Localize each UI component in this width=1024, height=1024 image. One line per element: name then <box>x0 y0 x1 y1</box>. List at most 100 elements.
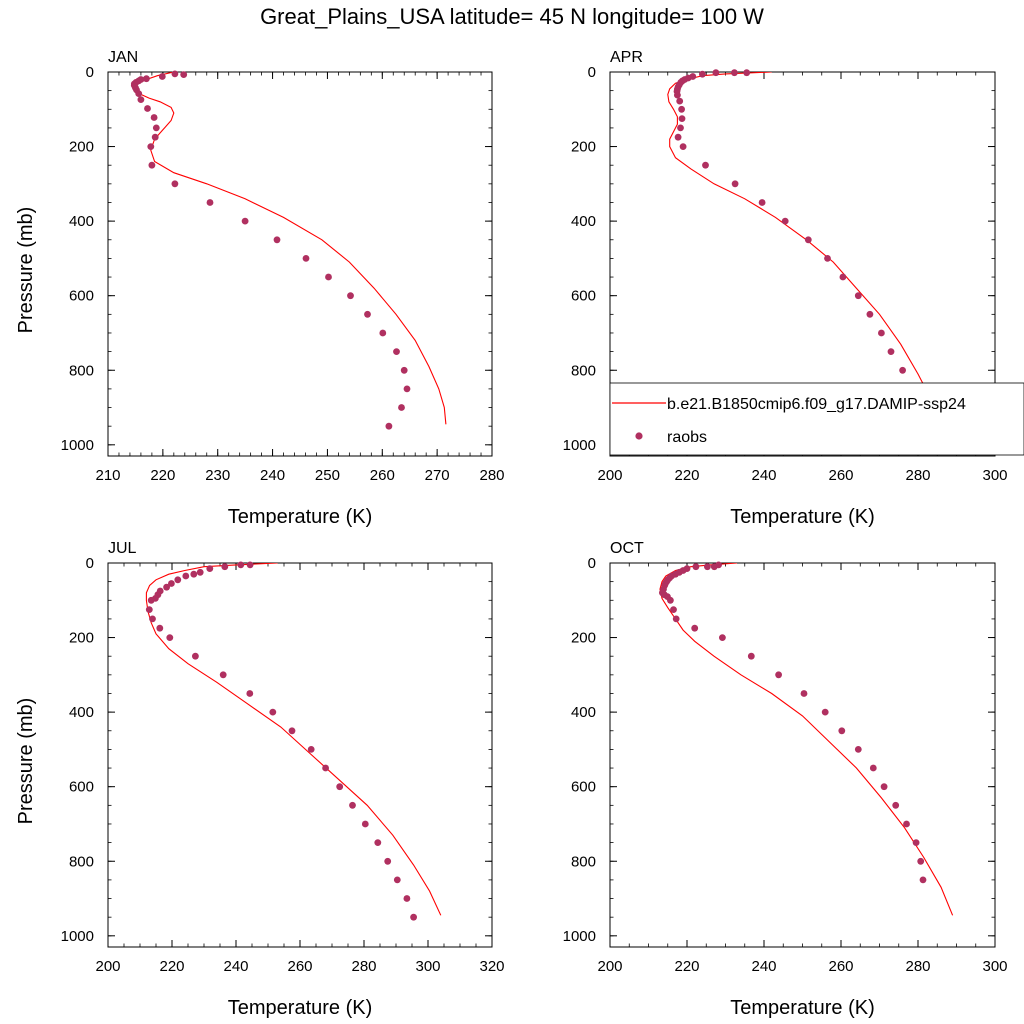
obs-point <box>838 727 846 735</box>
obs-point <box>887 348 895 355</box>
y-tick-label: 200 <box>69 139 94 156</box>
obs-point <box>156 624 164 632</box>
y-tick-label: 800 <box>69 362 94 379</box>
obs-point <box>676 97 684 105</box>
obs-point <box>403 385 411 393</box>
obs-point <box>800 690 808 697</box>
obs-point <box>854 746 862 753</box>
obs-point <box>307 746 315 753</box>
legend-obs-label: raobs <box>667 429 707 446</box>
y-tick-label: 1000 <box>563 928 596 945</box>
obs-point <box>869 764 877 772</box>
y-tick-label: 400 <box>571 704 596 721</box>
obs-point <box>917 857 925 865</box>
obs-point <box>899 366 906 374</box>
x-tick-label: 260 <box>370 467 395 484</box>
obs-point <box>731 69 738 77</box>
y-tick-label: 400 <box>571 213 596 230</box>
panel-label: JUL <box>108 540 137 557</box>
obs-point <box>149 615 156 623</box>
panel-label: OCT <box>610 540 644 557</box>
x-tick-label: 300 <box>415 958 440 975</box>
plot-frame <box>107 71 493 457</box>
obs-point <box>147 596 155 604</box>
obs-point <box>349 801 356 809</box>
obs-point <box>166 634 174 641</box>
obs-point <box>150 114 158 121</box>
obs-point <box>148 161 156 169</box>
obs-point <box>219 671 227 679</box>
obs-point <box>758 199 766 206</box>
obs-point <box>145 606 153 613</box>
obs-point <box>180 71 188 78</box>
obs-point <box>393 876 401 884</box>
y-tick-label: 400 <box>69 704 94 721</box>
obs-point <box>775 671 782 679</box>
panel-jul: 200 220 240 260 280 300 320 0 200 400 600 800 1000 JU… <box>15 540 505 1019</box>
x-tick-label: 320 <box>479 958 504 975</box>
obs-point <box>704 563 711 571</box>
x-tick-label: 300 <box>982 958 1007 975</box>
x-tick-label: 210 <box>95 467 120 484</box>
y-tick-label: 200 <box>571 139 596 156</box>
obs-point <box>246 561 254 569</box>
y-tick-label: 0 <box>86 64 94 81</box>
plot-frame <box>609 562 996 948</box>
figure-title: Great_Plains_USA latitude= 45 N longitud… <box>260 4 764 29</box>
obs-point <box>302 255 310 262</box>
obs-point <box>403 895 411 902</box>
obs-point <box>206 199 214 206</box>
obs-point <box>747 652 755 660</box>
x-axis-label: Temperature (K) <box>730 506 875 528</box>
obs-point <box>839 273 847 281</box>
obs-point <box>670 606 677 613</box>
x-tick-label: 240 <box>223 958 248 975</box>
obs-point <box>137 96 145 103</box>
model-line <box>145 563 442 916</box>
obs-point <box>719 634 726 641</box>
obs-point <box>393 348 400 355</box>
y-tick-label: 200 <box>571 630 596 647</box>
plot-frame <box>107 562 493 948</box>
x-tick-label: 280 <box>479 467 504 484</box>
y-tick-label: 800 <box>69 853 94 870</box>
x-tick-label: 240 <box>260 467 285 484</box>
obs-point <box>912 839 920 846</box>
x-tick-label: 300 <box>982 467 1007 484</box>
obs-point <box>880 783 888 791</box>
y-tick-label: 1000 <box>61 437 94 454</box>
obs-point <box>336 783 344 791</box>
obs-point <box>691 624 699 632</box>
x-tick-label: 280 <box>905 958 930 975</box>
obs-point <box>824 255 831 262</box>
obs-point <box>171 180 179 188</box>
x-axis-label: Temperature (K) <box>228 997 373 1019</box>
x-tick-label: 260 <box>828 467 853 484</box>
obs-point <box>269 708 277 716</box>
y-axis-label: Pressure (mb) <box>15 698 37 825</box>
y-tick-label: 1000 <box>563 437 596 454</box>
obs-point <box>206 565 214 572</box>
obs-point <box>374 839 382 846</box>
model-line <box>667 72 940 423</box>
x-tick-label: 280 <box>905 467 930 484</box>
obs-point <box>158 73 166 80</box>
obs-point <box>241 217 249 225</box>
obs-point <box>804 236 812 244</box>
obs-point <box>781 217 789 225</box>
obs-point <box>361 820 369 828</box>
y-tick-label: 800 <box>571 362 596 379</box>
x-tick-label: 260 <box>287 958 312 975</box>
x-tick-label: 220 <box>159 958 184 975</box>
y-tick-label: 200 <box>69 630 94 647</box>
obs-point <box>919 876 927 884</box>
x-tick-label: 250 <box>315 467 340 484</box>
obs-point <box>147 143 155 151</box>
obs-point <box>152 124 160 132</box>
obs-point <box>196 568 204 576</box>
x-tick-label: 230 <box>205 467 230 484</box>
obs-point <box>702 161 709 169</box>
x-tick-label: 200 <box>95 958 120 975</box>
panel-apr: 200 220 240 260 280 300 0 200 400 600 800 1000 APR Te… <box>563 49 1008 528</box>
panel-label: APR <box>610 49 643 66</box>
